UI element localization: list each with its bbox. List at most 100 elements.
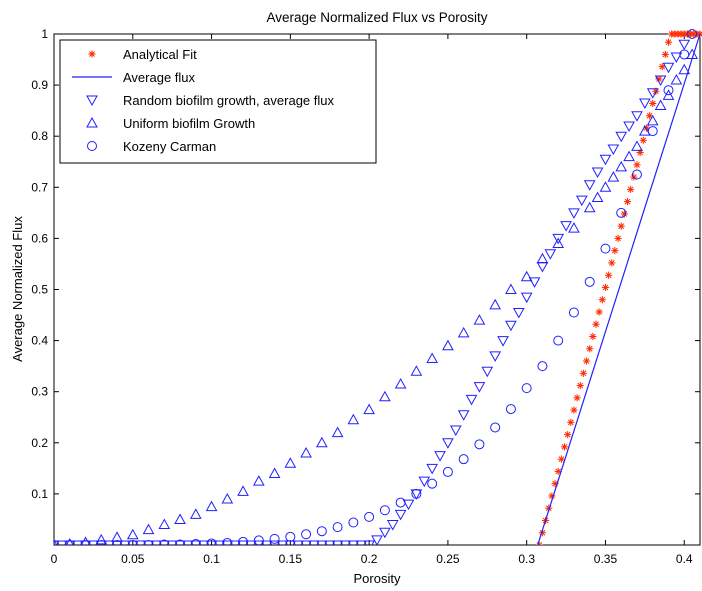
point-series-3 (65, 537, 74, 545)
point-series-4 (537, 361, 548, 372)
point-series-0-stroke (627, 186, 634, 193)
point-series-0-stroke (640, 137, 647, 144)
point-series-3 (552, 237, 565, 249)
point-series-0 (661, 50, 669, 59)
point-series-0 (582, 357, 591, 365)
point-series-2 (379, 527, 391, 539)
point-series-0-stroke (602, 284, 609, 291)
point-series-4 (647, 126, 658, 137)
y-tick-label: 0.6 (31, 231, 48, 245)
point-series-2 (252, 540, 265, 545)
point-series-2 (71, 540, 84, 545)
point-series-3 (457, 326, 470, 338)
point-series-0 (586, 345, 594, 353)
point-series-0-stroke (634, 161, 640, 168)
point-series-4 (222, 537, 233, 545)
point-series-4 (474, 439, 485, 450)
point-series-0-stroke (665, 39, 672, 46)
y-tick-label: 1 (41, 27, 48, 41)
point-series-4 (663, 85, 674, 96)
point-series-2 (481, 366, 494, 378)
point-series-0-stroke (649, 100, 656, 107)
point-series-3 (426, 352, 438, 363)
point-series-3 (568, 222, 580, 233)
point-series-0-stroke (536, 542, 540, 545)
point-series-2 (670, 52, 683, 64)
point-series-4 (427, 478, 438, 489)
point-series-0 (608, 259, 616, 267)
x-tick-label: 0.4 (676, 552, 693, 566)
point-series-3 (284, 457, 297, 468)
point-series-2 (442, 438, 454, 449)
y-tick-label: 0.8 (31, 129, 48, 143)
point-series-2 (512, 307, 525, 319)
point-series-0 (560, 443, 569, 451)
legend-label: Average flux (123, 70, 196, 85)
point-series-2 (213, 540, 226, 545)
point-series-3 (394, 378, 407, 389)
point-series-4 (175, 539, 186, 545)
point-series-0 (589, 332, 597, 341)
point-series-0 (579, 369, 588, 377)
point-series-0-stroke (596, 309, 603, 315)
point-series-2 (544, 249, 557, 260)
point-series-2 (347, 540, 360, 545)
point-series-4 (458, 454, 469, 465)
point-series-2 (237, 540, 249, 545)
point-series-0-stroke (612, 247, 618, 254)
point-series-0-stroke (558, 456, 565, 463)
point-series-2 (386, 520, 399, 531)
point-series-3 (410, 365, 423, 376)
point-series-4 (190, 538, 201, 545)
point-series-4 (127, 540, 138, 545)
point-series-2 (449, 425, 462, 437)
point-series-4 (143, 540, 154, 545)
point-series-0 (564, 431, 572, 439)
point-series-2 (678, 39, 691, 51)
point-series-3 (237, 485, 249, 496)
y-axis-title: Average Normalized Flux (10, 216, 25, 362)
point-series-3 (607, 171, 620, 182)
point-series-4 (521, 383, 532, 394)
x-tick-label: 0.25 (436, 552, 460, 566)
point-series-2 (166, 540, 179, 545)
point-series-2 (371, 535, 383, 545)
x-tick-label: 0.3 (518, 552, 535, 566)
point-series-0-stroke (615, 235, 621, 242)
point-series-2 (292, 540, 305, 545)
point-series-0-stroke (583, 358, 590, 364)
point-series-2 (583, 180, 596, 191)
point-series-0-stroke (659, 63, 666, 70)
point-series-2 (639, 98, 651, 110)
point-series-3 (379, 390, 391, 402)
point-series-0 (633, 161, 641, 169)
point-series-2 (568, 208, 580, 219)
x-tick-label: 0.2 (361, 552, 378, 566)
point-series-4 (568, 307, 579, 318)
point-series-3 (615, 160, 628, 172)
point-series-4 (411, 488, 422, 499)
point-series-3 (678, 63, 691, 75)
point-series-4 (505, 404, 516, 415)
point-series-2 (591, 167, 604, 178)
point-series-0 (617, 222, 625, 230)
point-series-2 (505, 320, 517, 332)
point-series-4 (269, 533, 280, 544)
point-series-2 (607, 144, 620, 156)
point-series-2 (134, 540, 147, 545)
y-tick-label: 0.1 (31, 487, 48, 501)
point-series-3 (536, 252, 549, 264)
point-series-0-stroke (630, 174, 637, 180)
legend-swatch-triangle-up (86, 116, 98, 128)
point-series-2 (182, 540, 194, 545)
point-series-0 (655, 75, 663, 83)
point-series-2 (662, 62, 675, 74)
point-series-2 (402, 499, 415, 511)
point-series-2 (174, 540, 186, 545)
point-series-2 (119, 540, 131, 545)
point-series-0 (573, 394, 581, 402)
point-series-0-stroke (589, 333, 596, 340)
point-series-4 (332, 522, 343, 533)
point-series-2 (497, 336, 509, 347)
point-series-4 (348, 517, 359, 528)
